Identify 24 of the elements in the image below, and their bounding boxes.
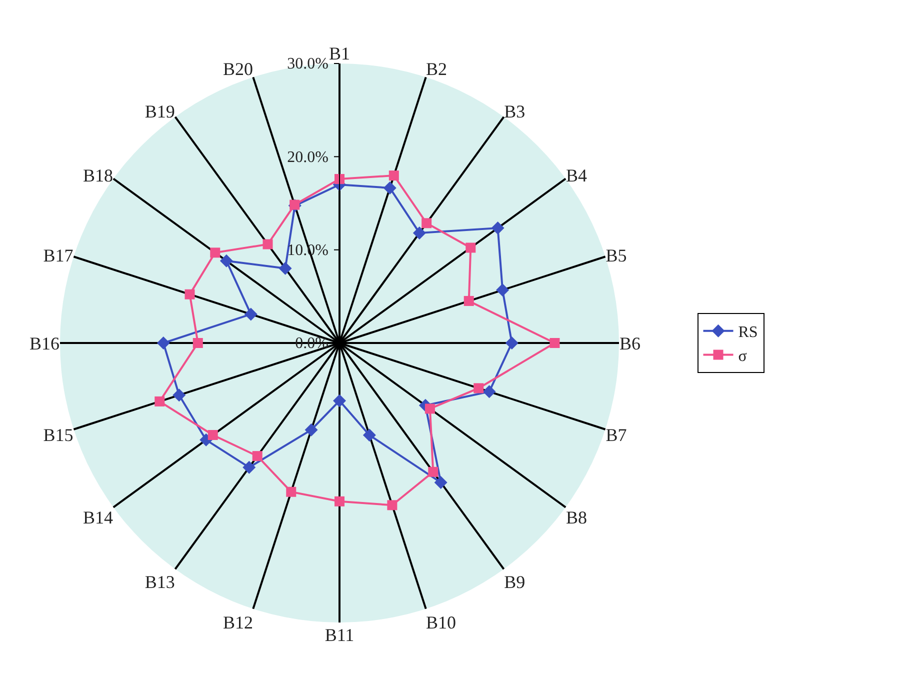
spoke-label: B4 xyxy=(566,165,588,186)
spoke-label: B3 xyxy=(504,101,526,122)
spoke-label: B11 xyxy=(324,625,354,645)
spoke-label: B13 xyxy=(144,572,175,592)
spoke-label: B10 xyxy=(426,612,456,632)
spoke-label: B12 xyxy=(222,612,253,632)
spoke-label: B8 xyxy=(566,507,588,528)
spoke-label: B14 xyxy=(82,507,113,528)
spoke-label: B2 xyxy=(426,59,448,80)
spoke-label: B20 xyxy=(222,59,253,80)
spoke-label: B1 xyxy=(328,43,350,64)
spoke-label: B7 xyxy=(606,425,627,446)
legend-label: RS xyxy=(738,324,758,342)
legend-label: σ xyxy=(738,348,748,365)
spoke-label: B15 xyxy=(43,425,74,446)
spoke-label: B19 xyxy=(144,101,175,122)
y-tick-label: 30.0% xyxy=(287,56,328,73)
spoke-label: B16 xyxy=(29,333,60,354)
spoke-label: B6 xyxy=(620,333,641,354)
spoke-label: B9 xyxy=(504,572,526,592)
spoke-label: B17 xyxy=(43,245,74,266)
spoke-label: B5 xyxy=(606,245,627,266)
y-tick-label: 20.0% xyxy=(287,148,328,166)
spoke-label: B18 xyxy=(82,165,113,186)
